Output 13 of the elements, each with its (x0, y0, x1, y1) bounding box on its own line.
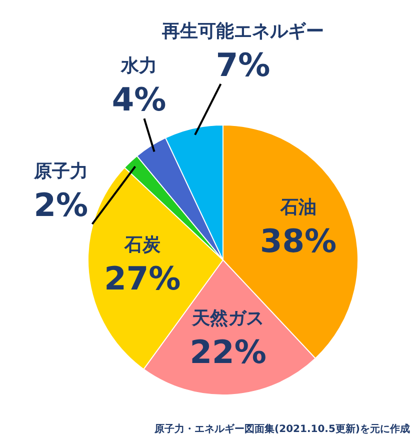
slice-label: 天然ガス (191, 308, 264, 329)
data-label: 2% (34, 186, 88, 224)
text: 原子力・エネルギー図面集(2021.10.5更新)を元に作成 (154, 423, 410, 435)
data-label: 22% (190, 332, 266, 371)
slice-label: 水力 (120, 56, 157, 77)
data-label: 4% (112, 80, 166, 119)
data-label: 7% (216, 46, 270, 84)
slice-label: 原子力 (32, 161, 88, 182)
slice-label: 再生可能エネルギー (160, 20, 324, 42)
data-label: 38% (260, 222, 337, 260)
slice-label: 石油 (279, 197, 316, 218)
slice-label: 石炭 (123, 234, 162, 256)
data-label: 27% (104, 260, 181, 298)
